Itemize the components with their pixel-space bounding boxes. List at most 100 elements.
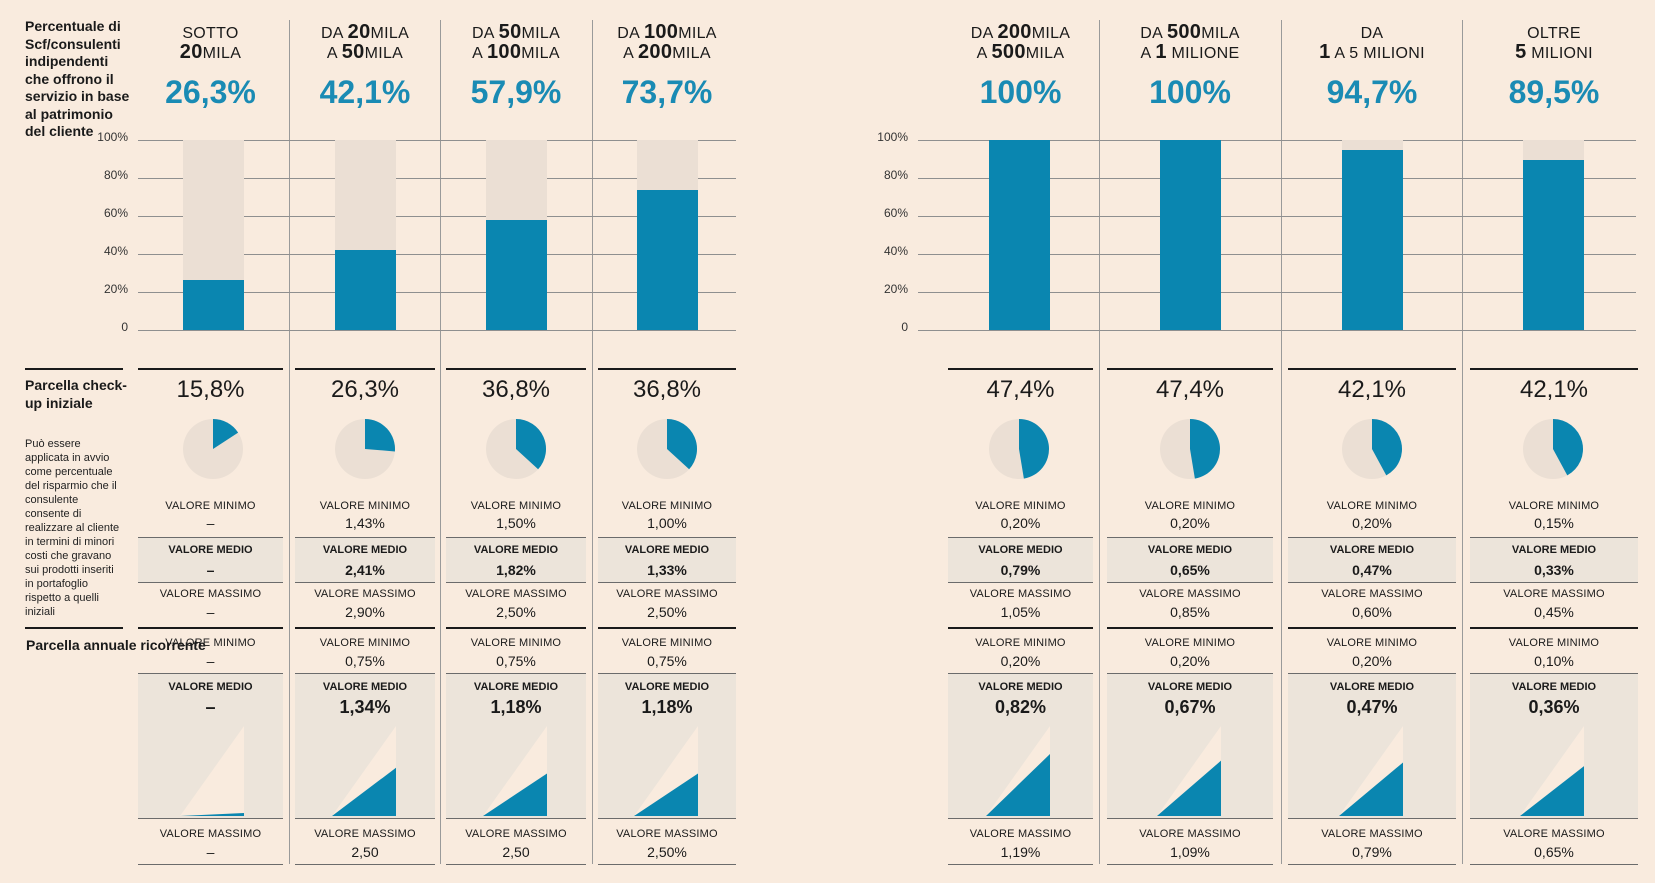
initial-fee-pie (1160, 419, 1220, 479)
initial-min-value: 0,20% (1170, 515, 1210, 531)
header-line-1: DA 20MILA (320, 21, 410, 43)
offer-percentage: 57,9% (470, 74, 562, 110)
annual-max-value: – (206, 844, 215, 860)
offer-percentage: 73,7% (621, 74, 713, 110)
initial-max-value: 2,50% (647, 604, 687, 620)
divider-line (598, 818, 736, 819)
divider-line (138, 673, 283, 674)
section-separator (1288, 627, 1456, 629)
annual-median-value: – (205, 697, 216, 717)
offer-percentage: 100% (979, 74, 1062, 110)
initial-min-label: VALORE MINIMO (1326, 500, 1418, 512)
offer-percentage: 42,1% (319, 74, 411, 110)
offer-percentage-title: Percentuale di Scf/consulenti indipenden… (25, 18, 130, 139)
annual-median-label: VALORE MEDIO (624, 681, 710, 693)
initial-max-label: VALORE MASSIMO (1321, 588, 1423, 600)
column-divider (1281, 20, 1282, 864)
annual-min-label: VALORE MINIMO (1326, 637, 1418, 649)
annual-max-label: VALORE MASSIMO (159, 828, 262, 840)
pie-slice (1372, 419, 1403, 476)
divider-line (446, 673, 586, 674)
initial-min-label: VALORE MINIMO (1144, 500, 1236, 512)
bar-background (1342, 140, 1403, 330)
header-line-2: A 100MILA (472, 41, 560, 63)
initial-fee-share: 42,1% (1519, 376, 1589, 403)
column-header: DA 100MILA A 200MILA (598, 21, 736, 63)
annual-min-value: 0,75% (496, 653, 536, 669)
header-line-1: DA 100MILA (617, 21, 717, 43)
bar-gridline (918, 330, 1636, 331)
bar-gridline (918, 292, 1636, 293)
initial-fee-pie (335, 419, 396, 479)
y-tick-label: 20% (103, 282, 128, 296)
initial-fee-pie (183, 419, 243, 479)
annual-min-label: VALORE MINIMO (621, 637, 713, 649)
divider-line (948, 864, 1093, 865)
initial-median-value: 1,33% (647, 562, 687, 578)
initial-median-band (446, 538, 586, 582)
column-header: DA 500MILA A 1 MILIONE (1107, 21, 1273, 63)
column-divider (289, 20, 290, 864)
section-separator (1107, 368, 1273, 370)
initial-fee-share: 26,3% (330, 376, 400, 403)
pie-slice (213, 419, 239, 449)
triangle-median (634, 773, 698, 816)
divider-line (598, 673, 736, 674)
pie-slice (1553, 419, 1584, 476)
initial-fee-pie (486, 419, 547, 479)
section-separator (598, 368, 736, 370)
initial-max-label: VALORE MASSIMO (616, 588, 718, 600)
initial-max-value: 0,85% (1170, 604, 1210, 620)
annual-fee-triangle (1520, 726, 1584, 816)
header-line-1: DA 500MILA (1140, 21, 1240, 43)
annual-fee-triangle (332, 726, 396, 816)
section-separator (446, 627, 586, 629)
initial-max-value: 0,60% (1352, 604, 1392, 620)
initial-median-value: 0,47% (1352, 562, 1392, 578)
bar-value (989, 140, 1050, 330)
annual-min-value: 0,20% (1000, 653, 1041, 669)
divider-line (295, 537, 435, 538)
bar-gridline (918, 178, 1636, 179)
size-column: DA 20MILA A 50MILA 42,1% 26,3% VALORE MINIMO… (295, 0, 435, 883)
annual-min-label: VALORE MINIMO (470, 637, 562, 649)
annual-median-value: 1,18% (641, 697, 693, 717)
initial-min-value: 0,20% (1000, 515, 1041, 531)
initial-max-label: VALORE MASSIMO (159, 588, 262, 600)
header-line-1: SOTTO (182, 25, 239, 42)
pie-slice (516, 419, 547, 470)
annual-max-value: 1,09% (1170, 844, 1210, 860)
divider-line (1107, 537, 1273, 538)
initial-fee-pie (1523, 419, 1584, 479)
initial-fee-pie (1342, 419, 1403, 479)
annual-min-label: VALORE MINIMO (1508, 637, 1600, 649)
annual-max-label: VALORE MASSIMO (314, 828, 416, 840)
header-line-2: 1 A 5 MILIONI (1319, 41, 1425, 63)
initial-median-band (598, 538, 736, 582)
column-divider (440, 20, 441, 864)
initial-fee-pie (637, 419, 698, 479)
initial-min-value: 1,43% (345, 515, 385, 531)
annual-max-label: VALORE MASSIMO (969, 828, 1072, 840)
column-header: DA 1 A 5 MILIONI (1288, 23, 1456, 63)
initial-fee-share: 47,4% (986, 376, 1055, 403)
annual-median-value: 0,82% (994, 697, 1047, 717)
bar-gridline (918, 140, 1636, 141)
divider-line (138, 864, 283, 865)
initial-median-band (1288, 538, 1456, 582)
y-tick-label: 100% (97, 130, 128, 144)
annual-min-value: 0,10% (1534, 653, 1574, 669)
annual-min-label: VALORE MINIMO (165, 637, 256, 649)
bar-gridline (138, 140, 736, 141)
section-separator (25, 627, 123, 629)
initial-median-value: 0,65% (1170, 562, 1210, 578)
initial-median-value: – (206, 562, 215, 578)
annual-fee-triangle (483, 726, 547, 816)
annual-min-label: VALORE MINIMO (1144, 637, 1236, 649)
divider-line (1288, 864, 1456, 865)
header-line-2: 5 MILIONI (1515, 41, 1593, 63)
divider-line (1107, 673, 1273, 674)
annual-max-value: 0,65% (1534, 844, 1574, 860)
annual-median-value: 0,67% (1164, 697, 1216, 717)
annual-max-label: VALORE MASSIMO (1503, 828, 1605, 840)
